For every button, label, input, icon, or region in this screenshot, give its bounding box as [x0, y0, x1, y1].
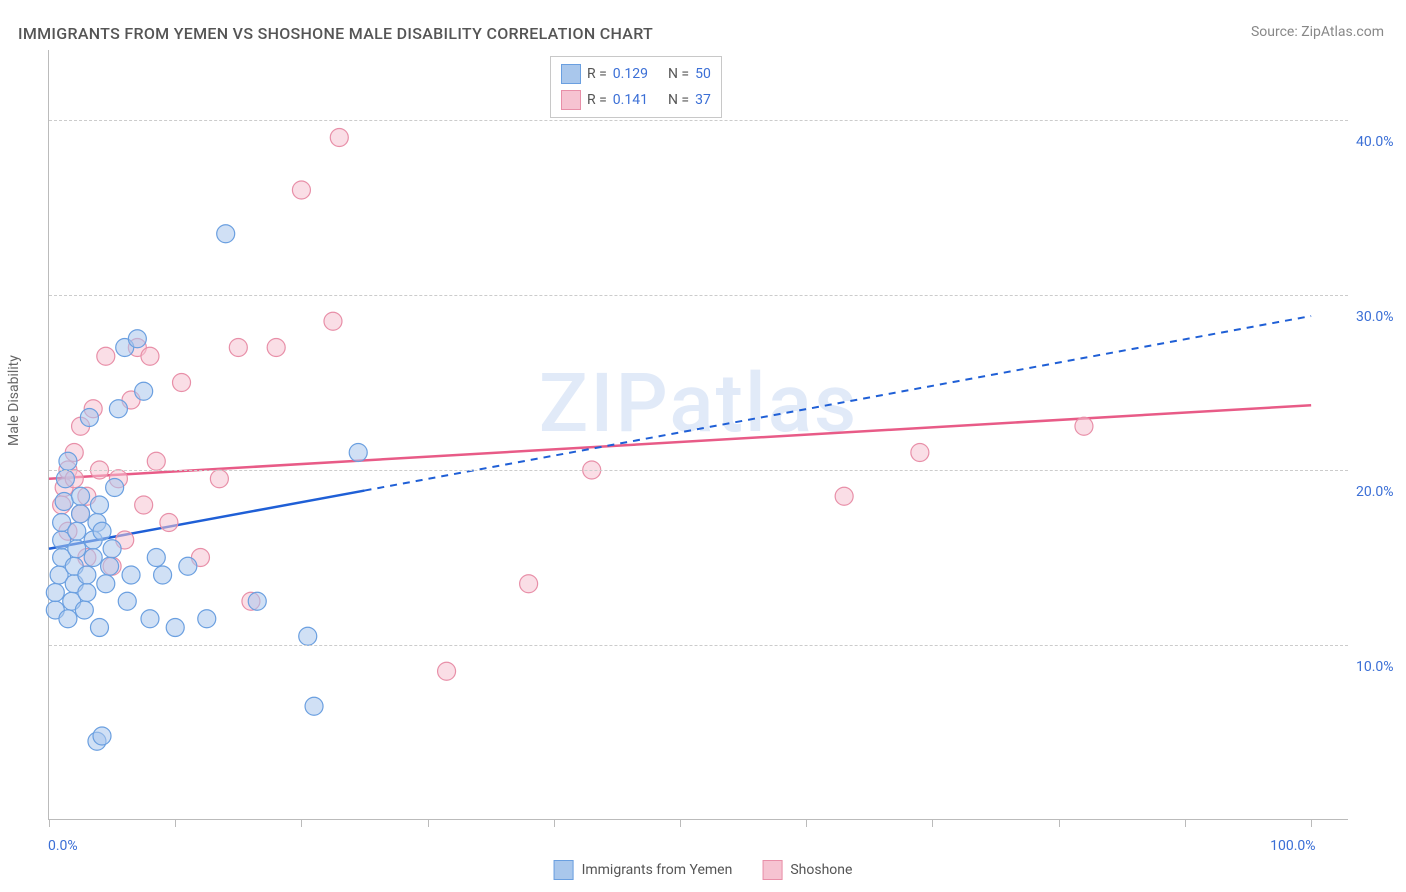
series-legend: Immigrants from Yemen Shoshone: [554, 860, 853, 880]
legend-item-b: Shoshone: [762, 860, 852, 880]
x-tick: [806, 819, 807, 827]
x-tick: [301, 819, 302, 827]
r-label: R =: [587, 92, 607, 108]
legend-swatch-a: [554, 860, 574, 880]
n-value: 50: [695, 66, 711, 82]
y-tick-label: 40.0%: [1356, 134, 1394, 150]
x-tick: [1311, 819, 1312, 827]
x-tick: [175, 819, 176, 827]
legend-swatch-b: [762, 860, 782, 880]
x-tick-label: 0.0%: [48, 838, 78, 854]
x-tick: [49, 819, 50, 827]
n-label: N =: [668, 92, 689, 108]
x-tick-label: 100.0%: [1270, 838, 1315, 854]
chart-title: IMMIGRANTS FROM YEMEN VS SHOSHONE MALE D…: [18, 24, 653, 43]
x-tick: [680, 819, 681, 827]
legend-swatch-b: [561, 90, 581, 110]
x-tick: [932, 819, 933, 827]
x-tick: [428, 819, 429, 827]
legend-label-b: Shoshone: [790, 862, 852, 878]
correlation-legend: R = 0.129 N = 50 R = 0.141 N = 37: [550, 56, 722, 118]
y-tick-label: 20.0%: [1356, 484, 1394, 500]
legend-item-a: Immigrants from Yemen: [554, 860, 733, 880]
legend-row: R = 0.141 N = 37: [561, 87, 711, 113]
n-value: 37: [695, 92, 711, 108]
legend-row: R = 0.129 N = 50: [561, 61, 711, 87]
r-label: R =: [587, 66, 607, 82]
x-tick: [554, 819, 555, 827]
gridline: [49, 120, 1348, 121]
r-value: 0.129: [613, 66, 648, 82]
x-tick: [1185, 819, 1186, 827]
source-label: Source: ZipAtlas.com: [1251, 24, 1384, 40]
y-axis-title: Male Disability: [6, 355, 22, 446]
plot-area: ZIPatlas: [48, 50, 1348, 820]
gridline: [49, 645, 1348, 646]
gridline: [49, 470, 1348, 471]
legend-label-a: Immigrants from Yemen: [582, 862, 733, 878]
gridline: [49, 295, 1348, 296]
y-tick-label: 10.0%: [1356, 659, 1394, 675]
r-value: 0.141: [613, 92, 648, 108]
y-tick-label: 30.0%: [1356, 309, 1394, 325]
x-tick: [1059, 819, 1060, 827]
chart-container: IMMIGRANTS FROM YEMEN VS SHOSHONE MALE D…: [0, 0, 1406, 892]
n-label: N =: [668, 66, 689, 82]
chart-svg: [49, 50, 1348, 819]
legend-swatch-a: [561, 64, 581, 84]
